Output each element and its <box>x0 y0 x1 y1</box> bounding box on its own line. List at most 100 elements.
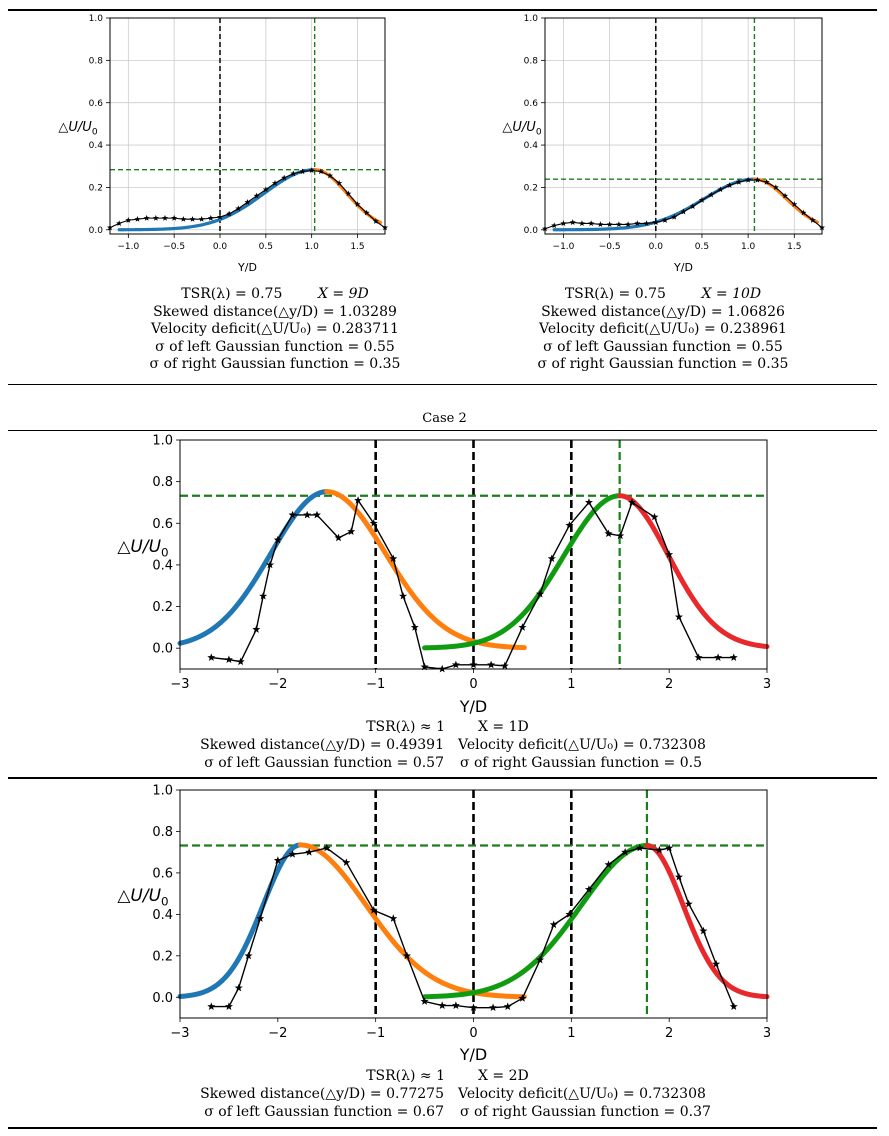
data-point <box>347 527 356 535</box>
y-tick-label: 0.0 <box>152 991 173 1006</box>
y-tick-label: 0.2 <box>152 600 173 615</box>
data-point <box>560 220 567 226</box>
data-point <box>180 215 187 222</box>
data-point <box>236 657 245 666</box>
x-tick-label: 2 <box>665 677 673 692</box>
data-point <box>754 176 761 183</box>
sigma-right: σ of right Gaussian function = 0.37 <box>460 1104 711 1120</box>
data-point <box>234 983 243 992</box>
gaussian-fit-blue <box>177 489 330 646</box>
data-point <box>420 997 429 1005</box>
tsr-value: TSR(λ) = 0.75 <box>564 286 666 302</box>
x-tick-label: 1.5 <box>787 242 801 252</box>
x-tick-label: −1.0 <box>117 242 139 252</box>
data-point <box>584 498 593 506</box>
data-point <box>578 220 585 226</box>
data-point <box>322 843 331 852</box>
data-point <box>334 533 343 542</box>
data-point <box>152 214 159 221</box>
y-axis-label: △U/U0 <box>117 537 168 559</box>
data-point <box>489 1003 498 1012</box>
data-point <box>469 1003 478 1012</box>
x-tick-label: 3 <box>763 677 771 692</box>
y-tick-label: 0.4 <box>152 908 173 923</box>
y-tick-label: 0.0 <box>152 642 173 657</box>
y-tick-label: 0.4 <box>524 141 539 151</box>
data-point <box>791 201 798 207</box>
data-point <box>226 210 233 217</box>
data-point <box>699 926 708 935</box>
data-point <box>288 510 297 519</box>
data-point <box>689 203 696 210</box>
x-axis-label: Y/D <box>459 697 487 716</box>
data-point <box>714 653 723 661</box>
data-point <box>342 858 351 866</box>
data-point <box>207 214 214 221</box>
y-tick-label: 0.0 <box>524 226 539 236</box>
y-tick-label: 0.8 <box>524 57 539 67</box>
caption-case2-x1d: TSR(λ) ≈ 1 X = 1D Skewed distance(△y/D) … <box>0 718 889 772</box>
skewed-distance: Skewed distance(△y/D) = 0.77275 <box>200 1086 444 1102</box>
gaussian-fit-blue <box>177 842 303 999</box>
data-point <box>547 554 556 563</box>
data-point <box>354 201 361 207</box>
data-point <box>143 214 150 221</box>
data-point <box>680 208 687 215</box>
data-point <box>469 660 478 669</box>
y-tick-label: 0.8 <box>152 475 173 490</box>
x-tick-label: −0.5 <box>599 242 621 252</box>
data-point <box>604 860 613 869</box>
data-point <box>273 856 282 864</box>
y-tick-label: 1.0 <box>89 14 104 24</box>
y-tick-label: 0.8 <box>152 825 173 840</box>
data-point <box>588 220 595 226</box>
x-tick-label: −1.0 <box>553 242 575 252</box>
data-point <box>635 843 644 852</box>
data-point <box>256 914 265 922</box>
data-point <box>615 221 622 228</box>
data-point <box>628 498 636 506</box>
x-tick-label: −1 <box>366 677 385 692</box>
data-point <box>253 192 260 199</box>
data-point <box>606 221 613 228</box>
panel-divider <box>8 777 877 779</box>
data-point <box>244 951 253 960</box>
measured-line <box>211 847 735 1009</box>
data-point <box>369 519 378 527</box>
data-point <box>565 521 574 529</box>
data-point <box>621 847 630 856</box>
data-point <box>625 221 632 228</box>
sigma-right: σ of right Gaussian function = 0.35 <box>537 356 789 372</box>
data-point <box>551 222 558 229</box>
x-tick-label: 0 <box>469 677 477 692</box>
x-axis-label: Y/D <box>459 1045 487 1064</box>
data-point <box>604 529 613 538</box>
skewed-distance: Skewed distance(△y/D) = 1.06826 <box>541 303 785 320</box>
data-point <box>116 220 123 226</box>
y-tick-label: 0.6 <box>89 99 104 109</box>
data-point <box>299 168 306 175</box>
data-point <box>655 845 664 854</box>
data-point <box>235 205 242 212</box>
data-point <box>372 218 379 224</box>
gaussian-fit-red <box>644 842 770 1000</box>
data-point <box>536 955 545 964</box>
data-point <box>354 496 363 504</box>
y-tick-label: 0.8 <box>89 57 104 67</box>
x-tick-label: 1.5 <box>350 242 364 252</box>
data-point <box>207 653 216 661</box>
y-tick-label: 0.4 <box>89 141 104 151</box>
velocity-deficit: Velocity deficit(△U/U₀) = 0.732308 <box>458 737 706 753</box>
x-axis-label: Y/D <box>237 261 257 274</box>
data-point <box>772 184 779 190</box>
data-point <box>584 885 593 893</box>
data-point <box>616 531 625 540</box>
x-tick-label: 3 <box>763 1026 771 1041</box>
gaussian-fit-orange <box>297 842 527 1000</box>
data-point <box>671 213 678 220</box>
y-axis-label: △U/U0 <box>58 120 97 137</box>
x-position: X = 1D <box>478 719 529 735</box>
x-tick-label: −1 <box>366 1026 385 1041</box>
data-point <box>420 662 429 671</box>
